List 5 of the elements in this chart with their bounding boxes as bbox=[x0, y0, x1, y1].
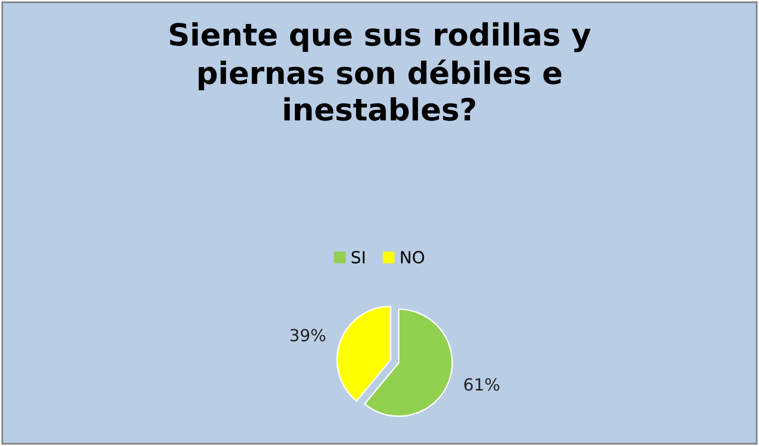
legend-label: NO bbox=[401, 250, 424, 264]
data-label: 39% bbox=[290, 328, 326, 342]
chart-title: Siente que sus rodillas y piernas son débiles e inestables? bbox=[170, 22, 591, 121]
legend-label: SI bbox=[352, 250, 364, 264]
data-label: 61% bbox=[464, 378, 500, 391]
